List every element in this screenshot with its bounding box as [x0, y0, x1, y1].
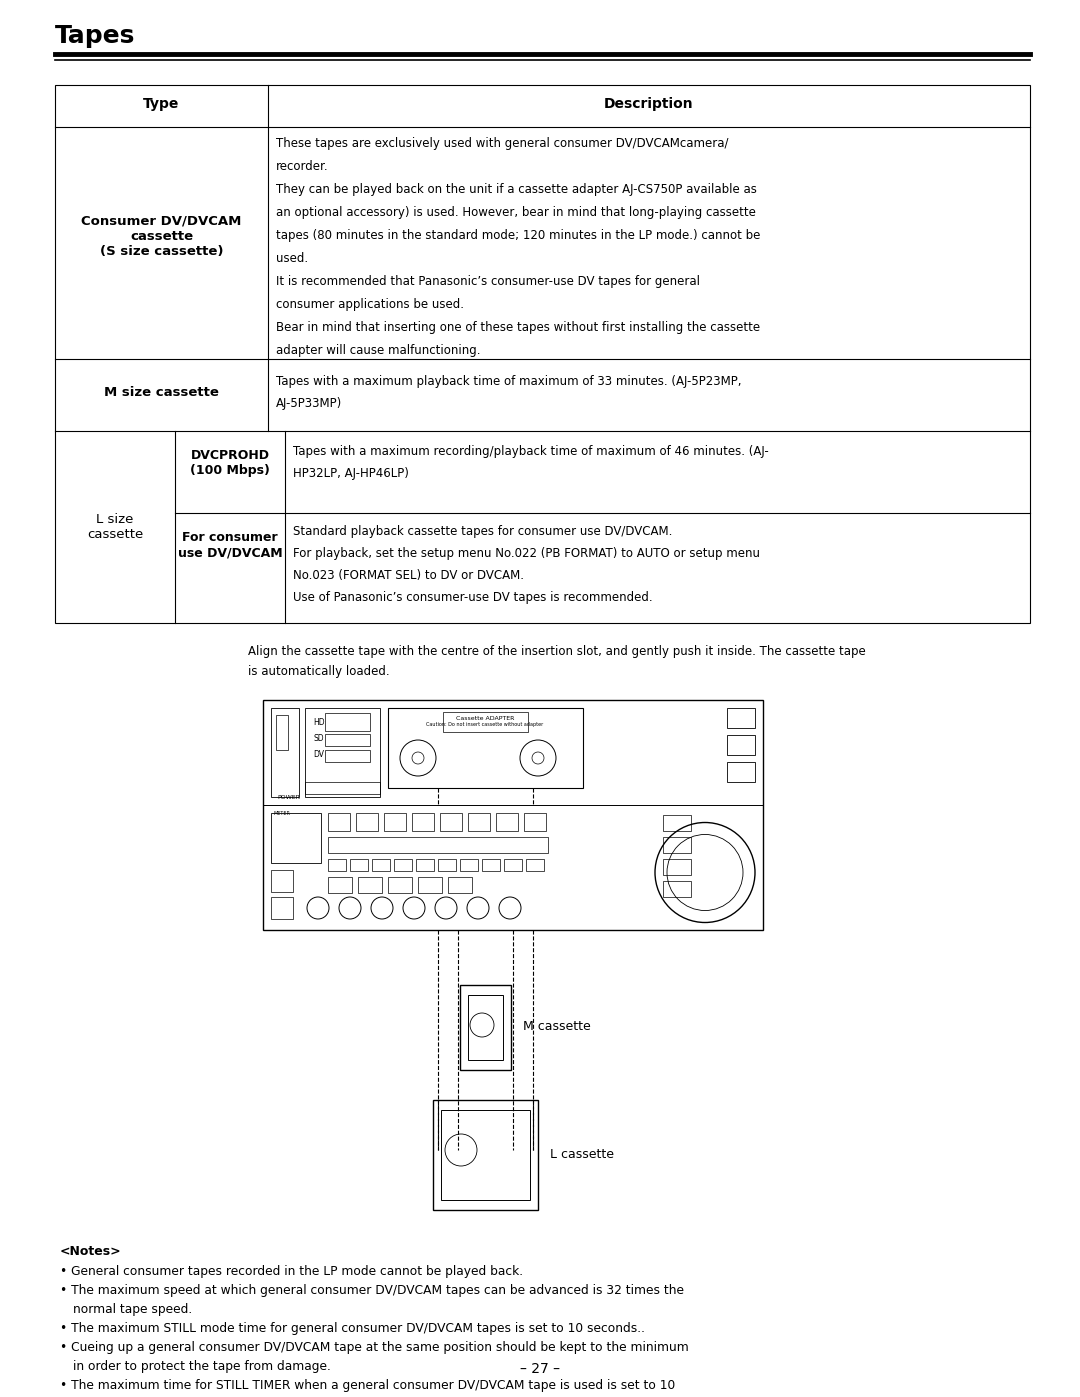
Bar: [482, 859, 500, 870]
Text: Consumer DV/DVCAM
cassette
(S size cassette): Consumer DV/DVCAM cassette (S size casse…: [81, 215, 242, 258]
Text: recorder.: recorder.: [276, 161, 328, 173]
Bar: [440, 813, 462, 831]
Bar: [55, 85, 1030, 623]
Bar: [394, 859, 411, 870]
Text: Bear in mind that inserting one of these tapes without first installing the cass: Bear in mind that inserting one of these…: [276, 321, 760, 334]
Bar: [264, 700, 762, 930]
Bar: [526, 859, 544, 870]
Text: DVCPROHD
(100 Mbps): DVCPROHD (100 Mbps): [190, 448, 270, 476]
Text: Description: Description: [604, 96, 693, 110]
Text: Type: Type: [144, 96, 179, 110]
Text: tapes (80 minutes in the standard mode; 120 minutes in the LP mode.) cannot be: tapes (80 minutes in the standard mode; …: [276, 229, 760, 242]
Bar: [411, 813, 434, 831]
Bar: [663, 859, 691, 875]
Bar: [388, 877, 411, 893]
Text: an optional accessory) is used. However, bear in mind that long-playing cassette: an optional accessory) is used. However,…: [276, 205, 756, 219]
Text: • The maximum time for STILL TIMER when a general consumer DV/DVCAM tape is used: • The maximum time for STILL TIMER when …: [60, 1379, 675, 1391]
Text: normal tape speed.: normal tape speed.: [73, 1303, 192, 1316]
Bar: [276, 715, 288, 750]
Bar: [433, 1099, 538, 1210]
Text: • General consumer tapes recorded in the LP mode cannot be played back.: • General consumer tapes recorded in the…: [60, 1266, 523, 1278]
Bar: [350, 859, 368, 870]
Bar: [727, 708, 755, 728]
Bar: [663, 814, 691, 831]
Bar: [305, 708, 380, 798]
Bar: [384, 813, 406, 831]
Text: Tapes with a maximum playback time of maximum of 33 minutes. (AJ-5P23MP,: Tapes with a maximum playback time of ma…: [276, 374, 742, 388]
Text: Cassette ADAPTER: Cassette ADAPTER: [456, 717, 514, 721]
Text: M cassette: M cassette: [523, 1020, 591, 1034]
Text: adapter will cause malfunctioning.: adapter will cause malfunctioning.: [276, 344, 481, 358]
Bar: [441, 1111, 530, 1200]
Bar: [727, 761, 755, 782]
Bar: [663, 837, 691, 854]
Text: • The maximum STILL mode time for general consumer DV/DVCAM tapes is set to 10 s: • The maximum STILL mode time for genera…: [60, 1322, 645, 1336]
Text: Align the cassette tape with the centre of the insertion slot, and gently push i: Align the cassette tape with the centre …: [248, 645, 866, 658]
Bar: [328, 813, 350, 831]
Bar: [357, 877, 382, 893]
Text: M size cassette: M size cassette: [104, 386, 219, 400]
Text: HP32LP, AJ-HP46LP): HP32LP, AJ-HP46LP): [293, 467, 409, 481]
Text: It is recommended that Panasonic’s consumer-use DV tapes for general: It is recommended that Panasonic’s consu…: [276, 275, 700, 288]
Text: DV: DV: [313, 750, 324, 759]
Bar: [372, 859, 390, 870]
Text: These tapes are exclusively used with general consumer DV/DVCAMcamera/: These tapes are exclusively used with ge…: [276, 137, 729, 149]
Text: consumer applications be used.: consumer applications be used.: [276, 298, 464, 312]
Text: <Notes>: <Notes>: [60, 1245, 122, 1259]
Bar: [305, 782, 380, 793]
Text: No.023 (FORMAT SEL) to DV or DVCAM.: No.023 (FORMAT SEL) to DV or DVCAM.: [293, 569, 524, 583]
Bar: [328, 837, 548, 854]
Bar: [328, 859, 346, 870]
Text: • The maximum speed at which general consumer DV/DVCAM tapes can be advanced is : • The maximum speed at which general con…: [60, 1284, 684, 1296]
Text: For playback, set the setup menu No.022 (PB FORMAT) to AUTO or setup menu: For playback, set the setup menu No.022 …: [293, 548, 760, 560]
Bar: [443, 712, 528, 732]
Bar: [325, 712, 370, 731]
Text: Tapes: Tapes: [55, 24, 135, 47]
Bar: [663, 882, 691, 897]
Text: Caution: Do not insert cassette without adapter: Caution: Do not insert cassette without …: [427, 722, 543, 726]
Bar: [504, 859, 522, 870]
Text: used.: used.: [276, 251, 308, 265]
Bar: [438, 859, 456, 870]
Bar: [468, 813, 490, 831]
Text: Standard playback cassette tapes for consumer use DV/DVCAM.: Standard playback cassette tapes for con…: [293, 525, 673, 538]
Bar: [418, 877, 442, 893]
Bar: [328, 877, 352, 893]
Bar: [325, 750, 370, 761]
Bar: [496, 813, 518, 831]
Bar: [271, 897, 293, 919]
Text: METER: METER: [273, 812, 289, 816]
Text: HD: HD: [313, 718, 325, 726]
Text: L size
cassette: L size cassette: [86, 513, 144, 541]
Bar: [448, 877, 472, 893]
Text: – 27 –: – 27 –: [519, 1362, 561, 1376]
Text: For consumer
use DV/DVCAM: For consumer use DV/DVCAM: [178, 531, 282, 559]
Bar: [271, 870, 293, 893]
Bar: [325, 733, 370, 746]
Text: in order to protect the tape from damage.: in order to protect the tape from damage…: [73, 1361, 330, 1373]
Bar: [727, 735, 755, 754]
Bar: [468, 995, 503, 1060]
Text: SD: SD: [313, 733, 324, 743]
Text: POWER: POWER: [276, 795, 300, 800]
Bar: [271, 813, 321, 863]
Bar: [356, 813, 378, 831]
Text: They can be played back on the unit if a cassette adapter AJ-CS750P available as: They can be played back on the unit if a…: [276, 183, 757, 196]
Text: AJ-5P33MP): AJ-5P33MP): [276, 397, 342, 409]
Bar: [460, 859, 478, 870]
Bar: [524, 813, 546, 831]
Text: is automatically loaded.: is automatically loaded.: [248, 665, 390, 678]
Text: Tapes with a maximum recording/playback time of maximum of 46 minutes. (AJ-: Tapes with a maximum recording/playback …: [293, 446, 769, 458]
Bar: [271, 708, 299, 798]
Text: L cassette: L cassette: [550, 1148, 615, 1161]
Bar: [388, 708, 583, 788]
Text: • Cueing up a general consumer DV/DVCAM tape at the same position should be kept: • Cueing up a general consumer DV/DVCAM …: [60, 1341, 689, 1354]
Text: Use of Panasonic’s consumer-use DV tapes is recommended.: Use of Panasonic’s consumer-use DV tapes…: [293, 591, 652, 604]
Bar: [460, 985, 511, 1070]
Bar: [416, 859, 434, 870]
